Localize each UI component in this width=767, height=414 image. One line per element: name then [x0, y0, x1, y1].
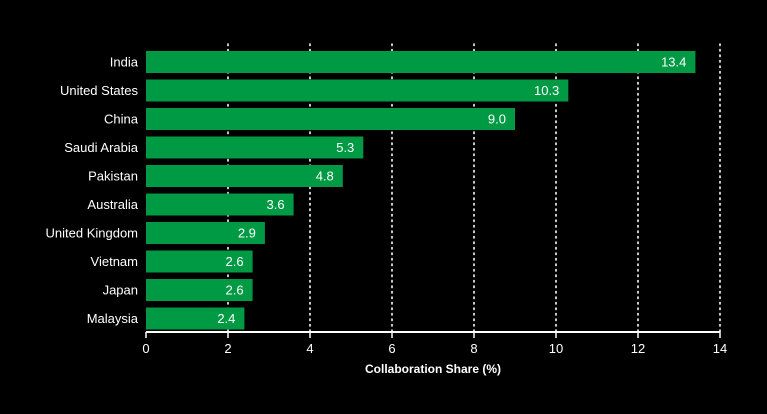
x-tick-label: 8: [470, 341, 477, 356]
bar: [146, 193, 294, 216]
x-axis-title: Collaboration Share (%): [365, 362, 501, 376]
category-label: Saudi Arabia: [64, 140, 138, 155]
value-label: 13.4: [661, 55, 686, 70]
category-label: China: [104, 112, 139, 127]
value-label: 2.6: [226, 283, 244, 298]
x-tick-label: 10: [549, 341, 563, 356]
bar: [146, 108, 515, 130]
bar: [146, 307, 245, 330]
x-axis: 0 2 4 6 8 10 12 14: [142, 331, 727, 356]
category-label: Vietnam: [91, 254, 138, 269]
value-label: 3.6: [267, 197, 285, 212]
bar: [146, 279, 253, 301]
x-tick-label: 12: [631, 341, 645, 356]
bar: [146, 250, 253, 273]
bar: [146, 136, 364, 159]
value-label: 10.3: [534, 83, 559, 98]
x-tick-label: 0: [142, 341, 149, 356]
value-label: 2.9: [238, 226, 256, 241]
category-label: India: [110, 55, 139, 70]
bar: [146, 51, 696, 73]
category-label: United Kingdom: [46, 226, 139, 241]
x-tick-label: 14: [713, 341, 727, 356]
bar: [146, 165, 343, 187]
value-label: 2.4: [217, 311, 235, 326]
bars: [146, 51, 696, 330]
labels: India 13.4 United States 10.3 China 9.0 Saudi …: [46, 55, 687, 327]
bar: [146, 222, 265, 244]
category-label: Pakistan: [88, 169, 138, 184]
gridlines: [227, 43, 721, 333]
x-tick-label: 4: [306, 341, 313, 356]
value-label: 4.8: [316, 169, 334, 184]
x-tick-label: 2: [224, 341, 231, 356]
value-label: 2.6: [226, 254, 244, 269]
value-label: 9.0: [488, 112, 506, 127]
bar: [146, 79, 569, 102]
value-label: 5.3: [336, 140, 354, 155]
category-label: Australia: [87, 197, 138, 212]
x-tick-label: 6: [388, 341, 395, 356]
category-label: Japan: [103, 283, 138, 298]
category-label: United States: [60, 83, 139, 98]
category-label: Malaysia: [87, 311, 139, 326]
